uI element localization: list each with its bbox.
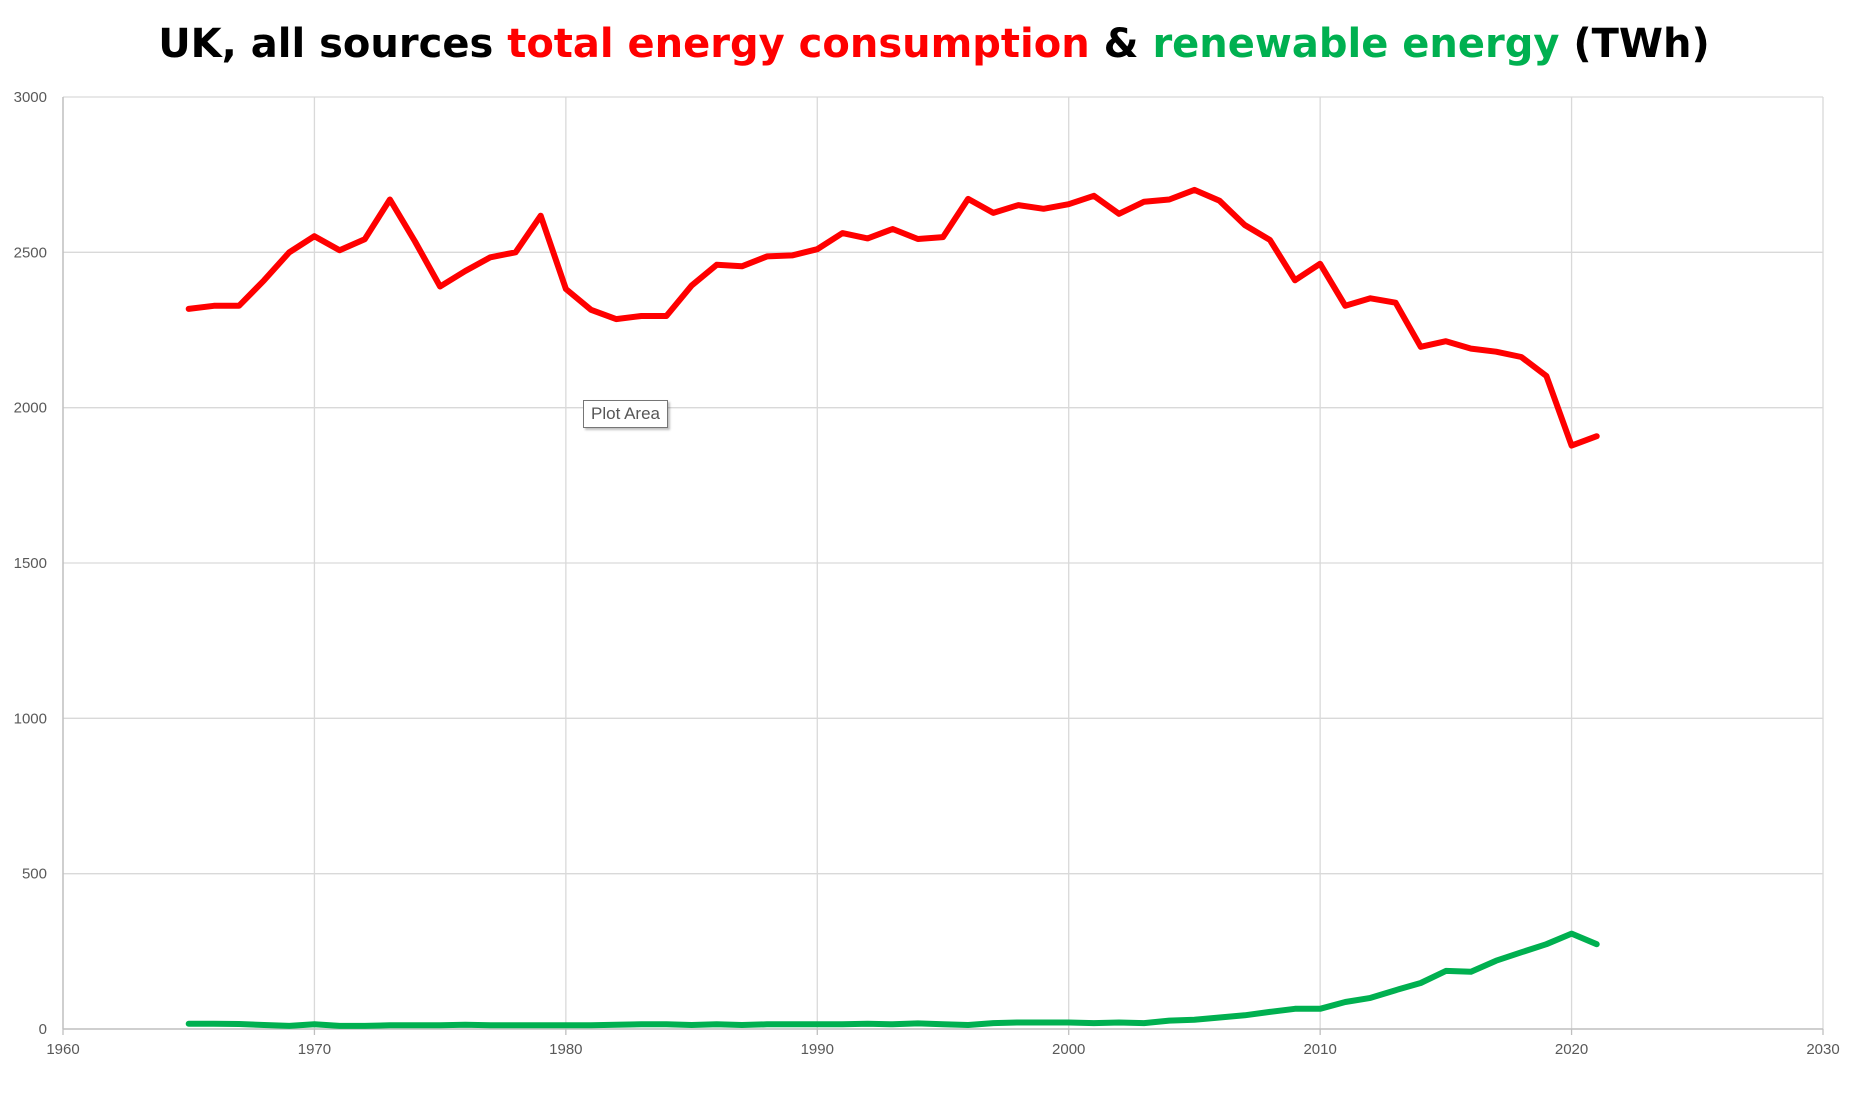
axes <box>62 97 1824 1035</box>
x-tick-label: 1960 <box>46 1041 79 1058</box>
y-tick-label: 500 <box>22 866 47 883</box>
title-segment-unit: (TWh) <box>1559 21 1710 67</box>
x-tick-label: 1980 <box>549 1041 582 1058</box>
x-tick-label: 2010 <box>1303 1041 1336 1058</box>
tick-labels: 0 500 1000 1500 2000 2500 3000 1960 1970 1980 1990… <box>14 89 1840 1058</box>
y-tick-label: 3000 <box>14 89 47 106</box>
x-tick-label: 2000 <box>1052 1041 1085 1058</box>
title-segment-renewable: renewable energy <box>1152 21 1560 67</box>
x-tick-label: 1970 <box>298 1041 331 1058</box>
chart-title: UK, all sources total energy consumption… <box>0 16 1868 72</box>
title-segment-prefix: UK, all sources <box>158 21 508 67</box>
series-total-energy-line[interactable] <box>185 186 1600 449</box>
plot-area-tooltip: Plot Area <box>583 400 668 428</box>
y-tick-label: 1500 <box>14 555 47 572</box>
y-tick-label: 1000 <box>14 710 47 727</box>
x-tick-label: 2030 <box>1806 1041 1839 1058</box>
y-tick-label: 0 <box>39 1021 47 1038</box>
series-renewable-energy-line[interactable] <box>185 930 1600 1029</box>
title-segment-ampersand: & <box>1089 21 1153 67</box>
x-tick-label: 1990 <box>801 1041 834 1058</box>
y-tick-label: 2000 <box>14 400 47 417</box>
title-segment-total-energy: total energy consumption <box>507 21 1090 67</box>
x-tick-label: 2020 <box>1555 1041 1588 1058</box>
series-lines <box>185 186 1600 1029</box>
y-tick-label: 2500 <box>14 244 47 261</box>
gridlines <box>63 96 1824 1029</box>
